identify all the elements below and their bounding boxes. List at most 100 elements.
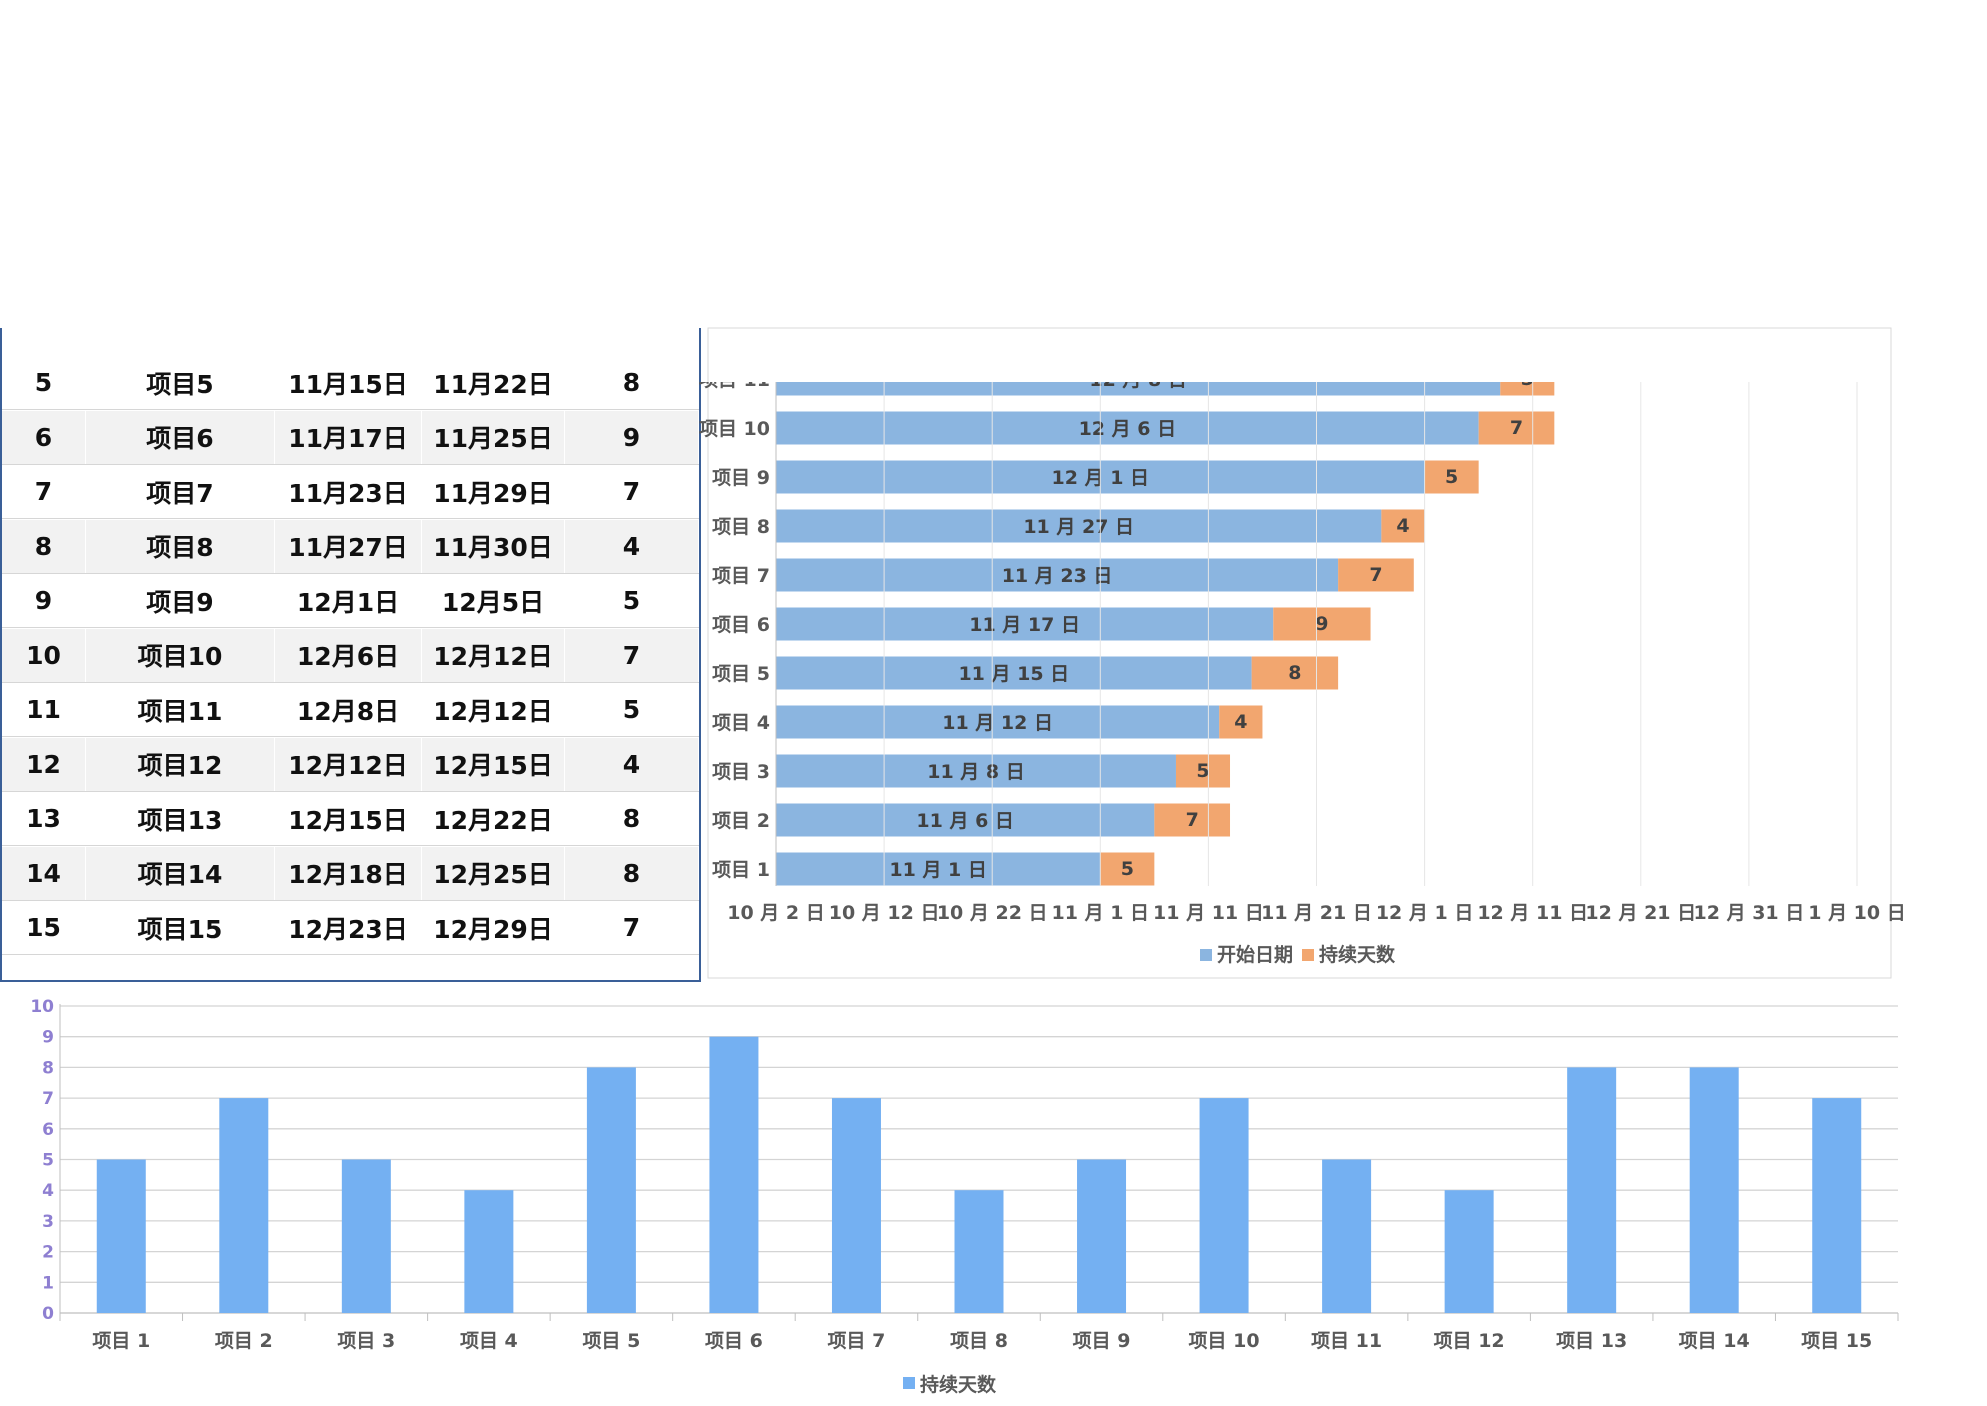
duration-column-chart: 0 1 2 3 4 5 6 7 8 9 10 项目 1 项目 2 项目 3 项目 4 项目 5 项目 6 项目 7…	[30, 997, 1899, 1396]
column-ytick-label: 10	[30, 997, 54, 1017]
table-cell-index: 5	[2, 356, 86, 409]
table-cell-project: 项目6	[86, 410, 275, 464]
column-category-label: 项目 5	[582, 1330, 640, 1352]
gantt-xtick-label: 12 月 11 日	[1477, 902, 1588, 924]
column-category-label: 项目 1	[92, 1330, 150, 1352]
table-cell-index: 11	[2, 683, 86, 736]
column-category-label: 项目 8	[950, 1330, 1008, 1352]
gantt-bar-duration	[1100, 852, 1155, 886]
data-table: 5 项目5 11月15日 11月22日 8 6 项目6 11月17日 11月25日 9 7 项目7 11…	[0, 328, 701, 982]
gantt-plot-area: 11 月 1 日 5 项目 1 11 月 6 日 7 项目 2 11 月 8 日 5 项目 3 1…	[699, 368, 1555, 886]
table-cell-index: 12	[2, 737, 86, 791]
column-bar	[1077, 1159, 1127, 1313]
gantt-category-label: 项目 3	[712, 761, 770, 783]
gantt-xtick-label: 10 月 2 日	[727, 902, 825, 924]
gantt-start-label: 11 月 8 日	[927, 761, 1025, 783]
gantt-bar-start	[776, 656, 1252, 690]
table-cell-project: 项目10	[86, 628, 275, 682]
gantt-start-label: 11 月 12 日	[942, 712, 1053, 734]
gantt-bar-duration	[1478, 411, 1555, 445]
gantt-bar-start	[776, 382, 1501, 396]
column-ytick-label: 0	[42, 1304, 54, 1324]
column-bar	[341, 1159, 391, 1313]
table-cell-index: 9	[2, 574, 86, 627]
table-row: 12 项目12 12月12日 12月15日 4	[2, 737, 699, 792]
column-bar	[709, 1036, 759, 1313]
table-cell-days: 7	[565, 628, 699, 682]
gantt-duration-label: 8	[1288, 662, 1301, 684]
gantt-xtick-label: 11 月 21 日	[1261, 902, 1372, 924]
gantt-duration-label: 4	[1234, 711, 1247, 733]
table-cell-start: 11月17日	[275, 410, 422, 464]
table-cell-project: 项目14	[86, 846, 275, 900]
table-cell-start: 12月15日	[275, 792, 422, 845]
table-cell-index: 8	[2, 519, 86, 573]
gantt-bar-start	[776, 852, 1101, 886]
gantt-category-label: 项目 2	[712, 810, 770, 832]
column-ytick-label: 5	[42, 1151, 54, 1171]
table-cell-days: 8	[565, 792, 699, 845]
table-cell-end: 11月29日	[422, 465, 565, 518]
table-cell-project: 项目9	[86, 574, 275, 627]
table-cell-start: 12月1日	[275, 574, 422, 627]
table-row: 9 项目9 12月1日 12月5日 5	[2, 574, 699, 628]
table-cell-days: 8	[565, 846, 699, 900]
column-bar	[1812, 1098, 1862, 1313]
table-cell-days: 5	[565, 683, 699, 736]
gantt-bar-duration	[1219, 705, 1263, 739]
gantt-duration-label: 5	[1521, 368, 1534, 390]
column-category-label: 项目 3	[337, 1330, 395, 1352]
table-cell-project: 项目7	[86, 465, 275, 518]
column-ytick-label: 9	[42, 1028, 54, 1048]
table-cell-start: 11月15日	[275, 356, 422, 409]
gantt-xtick-label: 12 月 31 日	[1694, 902, 1805, 924]
column-bar	[586, 1067, 636, 1313]
gantt-category-label: 项目 11	[699, 369, 770, 391]
column-ytick-label: 8	[42, 1058, 54, 1078]
gantt-plot: 11 月 1 日 5 项目 1 11 月 6 日 7 项目 2 11 月 8 日 5 项目 3 1…	[699, 327, 1906, 979]
table-cell-index: 6	[2, 410, 86, 464]
table-cell-days: 7	[565, 465, 699, 518]
table-cell-project: 项目12	[86, 737, 275, 791]
gantt-category-label: 项目 1	[712, 859, 770, 881]
gantt-bar-start	[776, 558, 1339, 592]
gantt-bar-duration	[1273, 607, 1371, 641]
column-ytick-label: 1	[42, 1273, 54, 1293]
gantt-start-label: 11 月 15 日	[958, 663, 1069, 685]
gantt-duration-label: 7	[1510, 417, 1523, 439]
gantt-start-label: 12 月 1 日	[1052, 467, 1150, 489]
gantt-duration-label: 9	[1315, 613, 1328, 635]
gantt-xtick-label: 1 月 10 日	[1808, 902, 1906, 924]
table-cell-index: 7	[2, 465, 86, 518]
legend-swatch-start	[1200, 949, 1212, 961]
table-cell-start: 12月18日	[275, 846, 422, 900]
gantt-bar-duration	[1338, 558, 1414, 592]
gantt-duration-label: 5	[1445, 466, 1458, 488]
table-cell-start: 12月23日	[275, 901, 422, 954]
column-bar	[1444, 1190, 1494, 1313]
column-ytick-label: 3	[42, 1212, 54, 1232]
gantt-xtick-label: 12 月 21 日	[1585, 902, 1696, 924]
gantt-xtick-label: 11 月 11 日	[1153, 902, 1264, 924]
table-cell-end: 11月25日	[422, 410, 565, 464]
gantt-frame	[707, 327, 1892, 979]
table-cell-end: 12月15日	[422, 737, 565, 791]
gantt-start-label: 11 月 17 日	[969, 614, 1080, 636]
column-ytick-label: 6	[42, 1120, 54, 1140]
gantt-bar-duration	[1251, 656, 1339, 690]
table-cell-days: 9	[565, 410, 699, 464]
column-legend-swatch	[903, 1377, 915, 1389]
gantt-bar-duration	[1175, 754, 1231, 788]
column-category-label: 项目 4	[460, 1330, 518, 1352]
table-cell-index: 13	[2, 792, 86, 845]
table-cell-days: 4	[565, 519, 699, 573]
table-cell-index: 10	[2, 628, 86, 682]
column-category-label: 项目 9	[1073, 1330, 1131, 1352]
table-row: 7 项目7 11月23日 11月29日 7	[2, 465, 699, 519]
table-row: 10 项目10 12月6日 12月12日 7	[2, 628, 699, 683]
gantt-duration-label: 7	[1369, 564, 1382, 586]
gantt-start-label: 12 月 6 日	[1079, 418, 1177, 440]
gantt-category-label: 项目 7	[712, 565, 770, 587]
column-ytick-label: 4	[42, 1181, 54, 1201]
table-cell-days: 8	[565, 356, 699, 409]
